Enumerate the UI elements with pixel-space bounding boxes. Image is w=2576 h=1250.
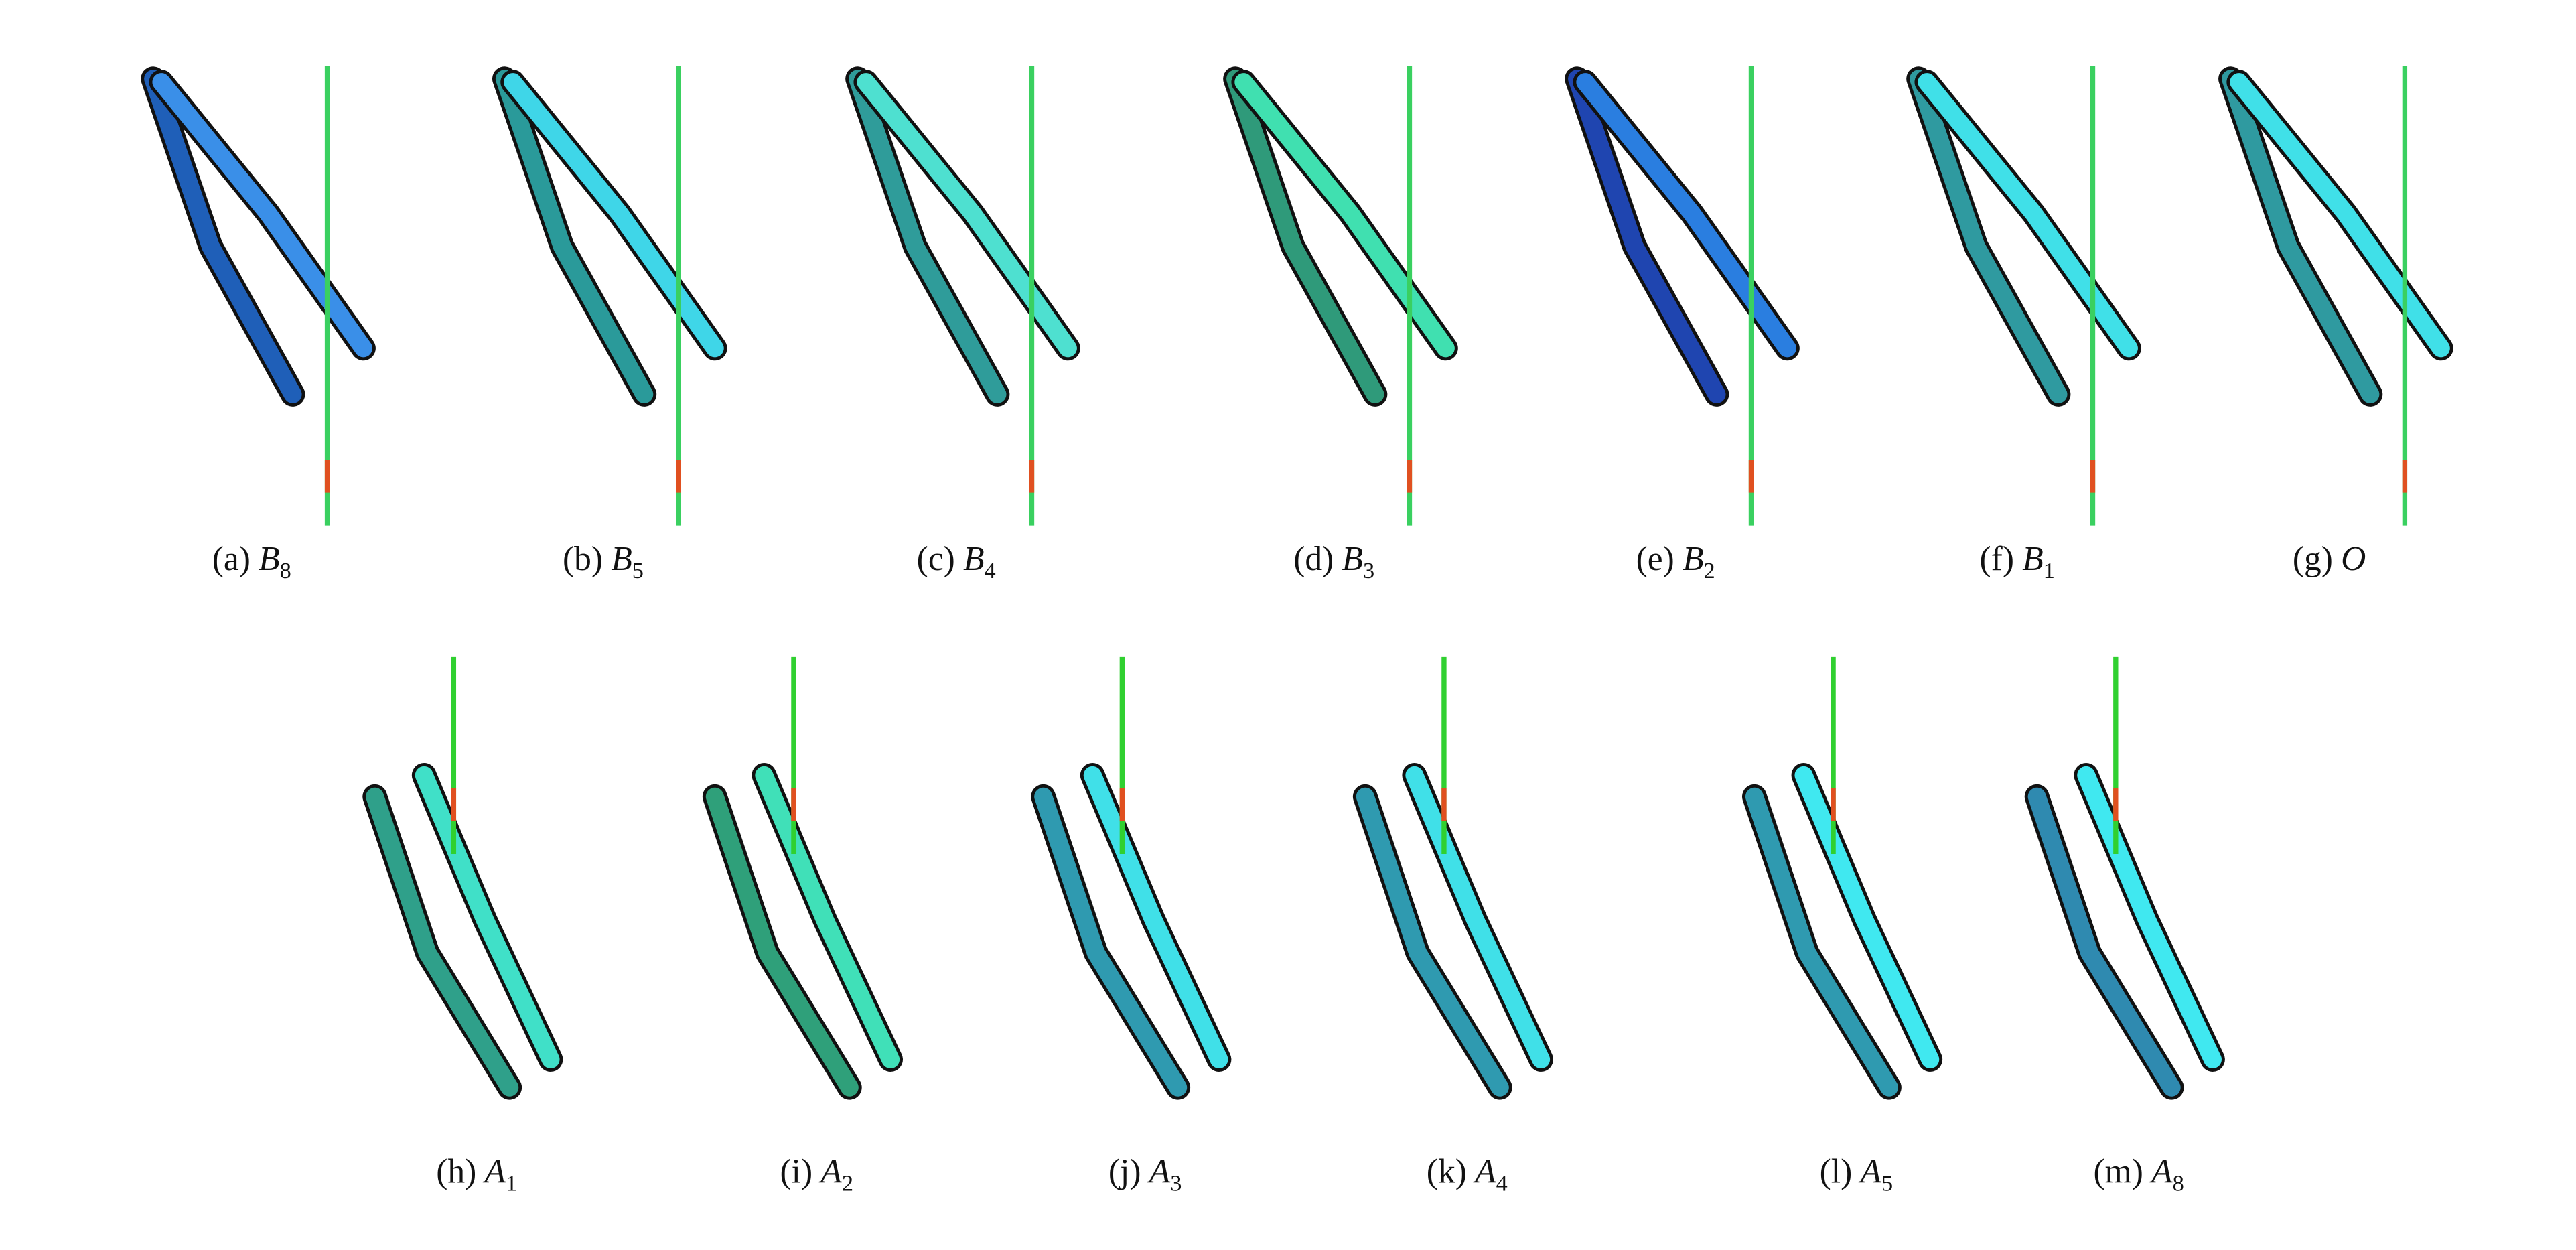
panel-symbol: B [1683, 540, 1703, 578]
panel-tag: (h) [436, 1152, 476, 1190]
panel-tag: (c) [917, 540, 955, 578]
panel-symbol: A [1147, 1152, 1171, 1190]
panel: (h) A1 [362, 656, 563, 1196]
panel-symbol: A [1859, 1152, 1882, 1190]
tweezer-arm [849, 70, 1007, 403]
tweezer-arm [1918, 73, 2138, 358]
tweezer-arm [1745, 787, 1898, 1097]
panel-subscript: 3 [1363, 558, 1374, 583]
panel-label: (e) B2 [1636, 540, 1715, 583]
panel-tag: (g) [2293, 540, 2333, 578]
panel-symbol: B [1342, 540, 1363, 578]
panel-subscript: 5 [632, 558, 644, 583]
panel-symbol: A [483, 1152, 506, 1190]
panel-symbol: B [963, 540, 984, 578]
panel-label: (i) A2 [780, 1152, 853, 1196]
panel-tag: (m) [2094, 1152, 2143, 1190]
panel-label: (k) A4 [1427, 1152, 1508, 1196]
panel-tag: (d) [1293, 540, 1334, 578]
panel-subscript: 5 [1881, 1171, 1893, 1196]
panel-label: (f) B1 [1980, 540, 2055, 583]
panel-label: (h) A1 [436, 1152, 517, 1196]
tweezer-arm [152, 73, 372, 358]
tweezer-arm [1794, 766, 1940, 1069]
tweezer-arm [2077, 766, 2222, 1069]
panel-label: (l) A5 [1820, 1152, 1893, 1196]
panel-label: (a) B8 [212, 540, 291, 583]
tweezer-arm [705, 787, 859, 1097]
panel: (k) A4 [1352, 656, 1554, 1196]
panel-tag: (k) [1427, 1152, 1467, 1190]
tweezer-arm [366, 787, 519, 1097]
panel: (c) B4 [845, 66, 1080, 583]
panel-tag: (i) [780, 1152, 813, 1190]
panel: (g) O [2218, 66, 2453, 578]
tweezer-arm [504, 73, 724, 358]
panel: (m) A8 [2024, 656, 2225, 1196]
panel-subscript: 3 [1170, 1171, 1182, 1196]
tweezer-arm [755, 766, 900, 1069]
panel-symbol: O [2341, 540, 2366, 578]
panel-symbol: A [818, 1152, 842, 1190]
panel-tag: (e) [1636, 540, 1674, 578]
panel-subscript: 1 [2044, 558, 2055, 583]
tweezer-arm [857, 73, 1077, 358]
panel-tag: (b) [563, 540, 603, 578]
tweezer-arm [144, 70, 302, 403]
panel: (d) B3 [1223, 66, 1458, 583]
panel: (l) A5 [1741, 656, 1943, 1196]
tweezer-arm [1083, 766, 1228, 1069]
panel-symbol: B [2022, 540, 2043, 578]
tweezer-arm [2027, 787, 2181, 1097]
panel-subscript: 4 [1496, 1171, 1508, 1196]
panel-symbol: B [259, 540, 279, 578]
panel-tag: (l) [1820, 1152, 1853, 1190]
panel-tag: (f) [1980, 540, 2014, 578]
panel-label: (j) A3 [1108, 1152, 1182, 1196]
panel-symbol: A [2149, 1152, 2173, 1190]
panel-subscript: 1 [506, 1171, 517, 1196]
panel: (j) A3 [1031, 656, 1232, 1196]
panel-symbol: B [611, 540, 632, 578]
panel-label: (b) B5 [563, 540, 644, 583]
tweezer-arm [1226, 70, 1384, 403]
panel: (i) A2 [702, 656, 903, 1196]
panel-label: (m) A8 [2094, 1152, 2184, 1196]
tweezer-arm [495, 70, 654, 403]
panel-subscript: 8 [280, 558, 291, 583]
panel-subscript: 2 [842, 1171, 853, 1196]
panel-subscript: 8 [2173, 1171, 2184, 1196]
tweezer-arm [1356, 787, 1509, 1097]
panel-label: (c) B4 [917, 540, 996, 583]
panel-tag: (a) [212, 540, 251, 578]
tweezer-arm [1405, 766, 1551, 1069]
tweezer-arm [1034, 787, 1188, 1097]
panel: (e) B2 [1565, 66, 1800, 583]
tweezer-arm [2230, 73, 2450, 358]
tweezer-arm [1910, 70, 2068, 403]
panel-subscript: 2 [1704, 558, 1715, 583]
tweezer-arm [1568, 70, 1726, 403]
panel-label: (d) B3 [1293, 540, 1374, 583]
panel-tag: (j) [1108, 1152, 1141, 1190]
panel-symbol: A [1473, 1152, 1496, 1190]
panel-subscript: 4 [985, 558, 996, 583]
panel: (a) B8 [141, 66, 376, 583]
tweezer-arm [415, 766, 560, 1069]
tweezer-arm [1576, 73, 1796, 358]
panel: (f) B1 [1906, 66, 2141, 583]
tweezer-arm [1234, 73, 1455, 358]
panel: (b) B5 [492, 66, 727, 583]
panel-label: (g) O [2293, 540, 2366, 578]
tweezer-arm [2221, 70, 2380, 403]
